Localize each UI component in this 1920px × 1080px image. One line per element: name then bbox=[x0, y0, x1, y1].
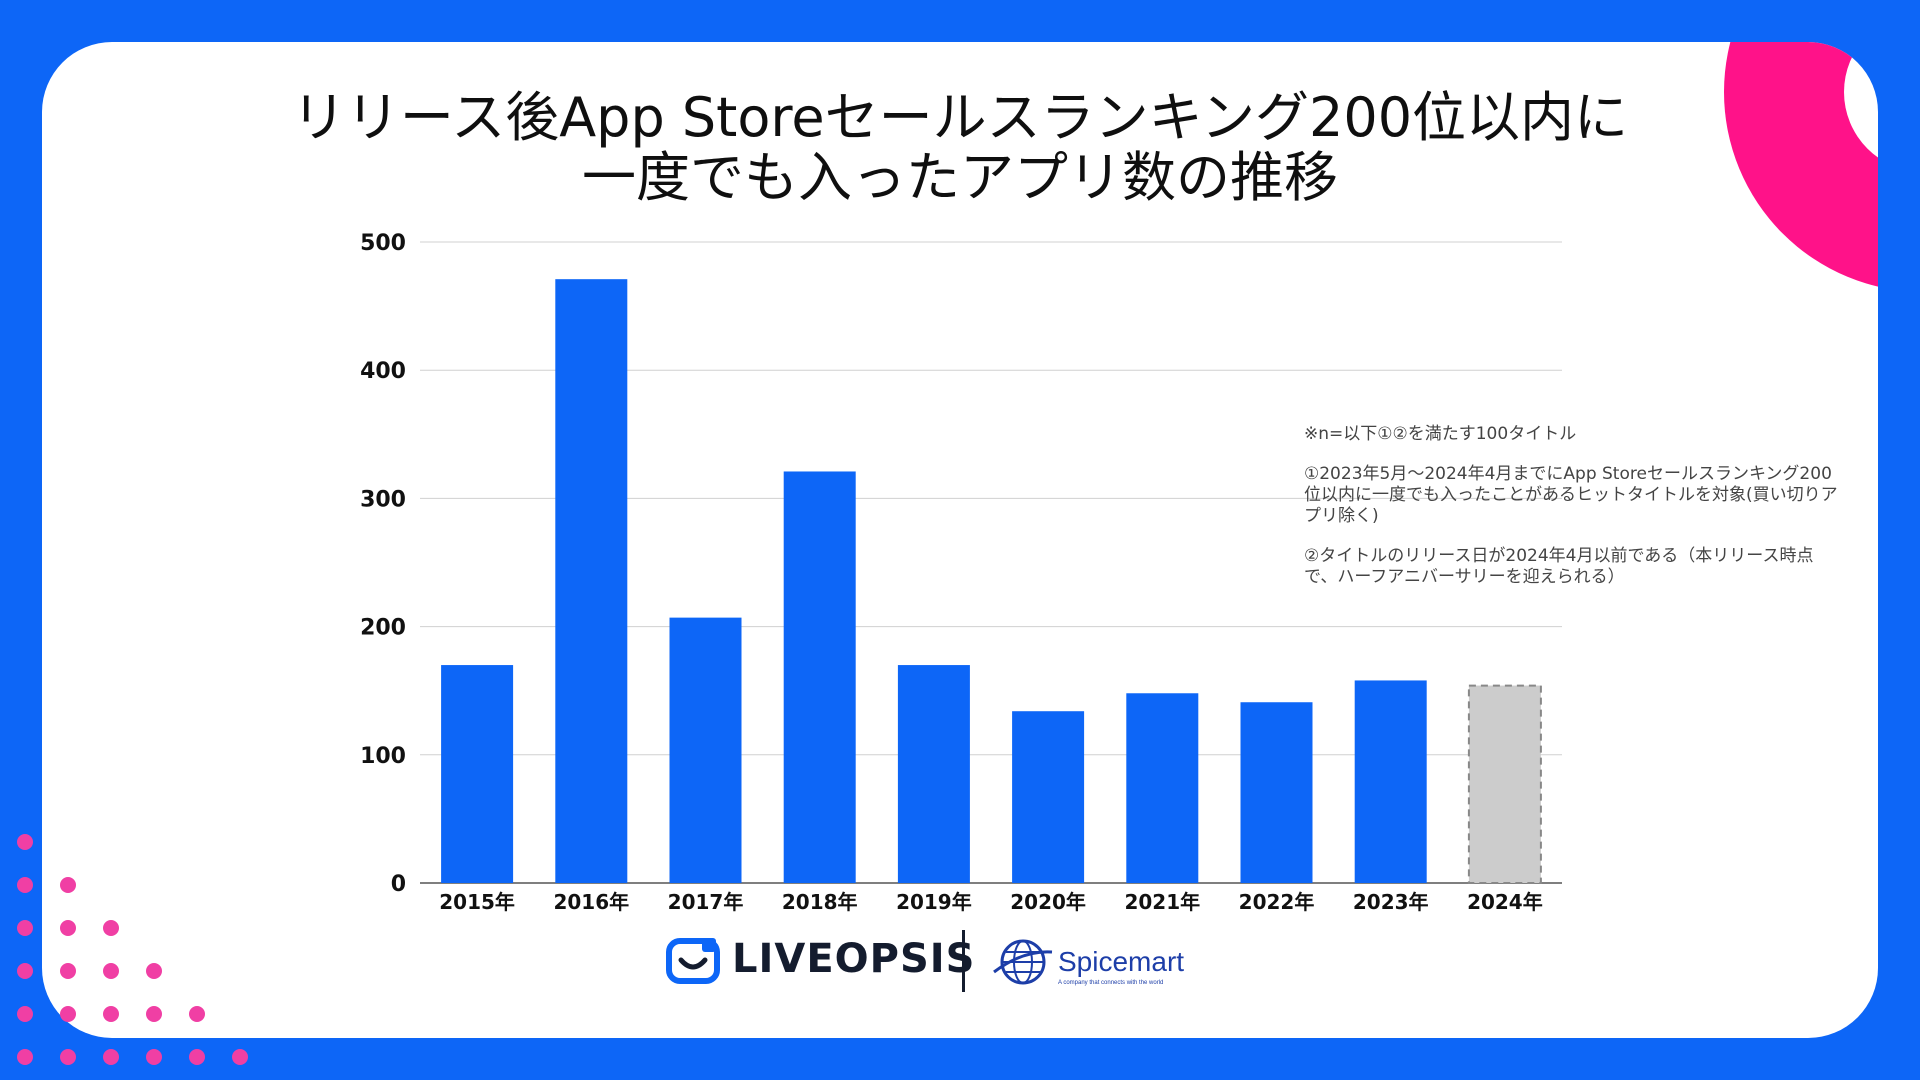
spicemart-globe-icon bbox=[993, 939, 1053, 985]
title-line-1: リリース後App Storeセールスランキング200位以内に bbox=[291, 86, 1629, 149]
decorative-dot bbox=[103, 1049, 119, 1065]
bar bbox=[555, 279, 628, 884]
decorative-dot bbox=[17, 963, 33, 979]
x-tick-label: 2023年 bbox=[1353, 890, 1429, 914]
x-tick-label: 2024年 bbox=[1467, 890, 1543, 914]
logo-strip: LIVEOPSIS Spicemart A company that conne… bbox=[666, 928, 1186, 996]
y-tick-label: 0 bbox=[391, 872, 406, 897]
y-tick-label: 300 bbox=[360, 487, 406, 512]
decorative-dot bbox=[189, 1006, 205, 1022]
title-line-2: 一度でも入ったアプリ数の推移 bbox=[582, 146, 1338, 209]
decorative-dot bbox=[103, 963, 119, 979]
liveopsis-logo-icon bbox=[666, 938, 720, 984]
x-tick-label: 2022年 bbox=[1239, 890, 1315, 914]
spicemart-tagline: A company that connects with the world bbox=[1058, 980, 1164, 986]
decorative-dot bbox=[146, 1049, 162, 1065]
decorative-dot bbox=[103, 920, 119, 936]
y-tick-label: 200 bbox=[360, 616, 406, 641]
decorative-dot bbox=[17, 1006, 33, 1022]
x-tick-label: 2018年 bbox=[782, 890, 858, 914]
bar bbox=[783, 471, 856, 883]
chart-title: リリース後App Storeセールスランキング200位以内に 一度でも入ったアプ… bbox=[120, 88, 1800, 208]
decorative-dot bbox=[232, 1049, 248, 1065]
decorative-dot bbox=[17, 1049, 33, 1065]
note-sample: ※n=以下①②を満たす100タイトル bbox=[1304, 424, 1577, 444]
x-tick-label: 2016年 bbox=[553, 890, 629, 914]
y-tick-label: 100 bbox=[360, 744, 406, 769]
decorative-dot bbox=[17, 877, 33, 893]
y-tick-label: 400 bbox=[360, 359, 406, 384]
x-tick-label: 2021年 bbox=[1124, 890, 1200, 914]
bar bbox=[1126, 693, 1199, 883]
spicemart-logo-text: Spicemart bbox=[1058, 946, 1185, 977]
bar bbox=[1354, 680, 1427, 883]
x-tick-label: 2020年 bbox=[1010, 890, 1086, 914]
y-tick-label: 500 bbox=[360, 231, 406, 256]
x-tick-label: 2015年 bbox=[439, 890, 515, 914]
bar-partial bbox=[1467, 684, 1542, 885]
logo-separator bbox=[962, 930, 965, 992]
decorative-dot bbox=[60, 1006, 76, 1022]
bar bbox=[441, 665, 514, 883]
bar bbox=[1012, 711, 1085, 883]
bar bbox=[1240, 702, 1313, 883]
decorative-dot bbox=[146, 963, 162, 979]
bar bbox=[669, 617, 742, 883]
decorative-dot bbox=[17, 920, 33, 936]
decorative-dot bbox=[146, 1006, 162, 1022]
decorative-dot bbox=[60, 877, 76, 893]
note-criterion-2: ②タイトルのリリース日が2024年4月以前である（本リリース時点で、ハーフアニバ… bbox=[1304, 546, 1814, 587]
decorative-dots bbox=[17, 834, 248, 1065]
bar bbox=[897, 665, 970, 883]
liveopsis-logo-text: LIVEOPSIS bbox=[732, 936, 976, 982]
chart-notes: ※n=以下①②を満たす100タイトル ①2023年5月〜2024年4月までにAp… bbox=[1304, 424, 1844, 607]
decorative-dot bbox=[60, 1049, 76, 1065]
decorative-dot bbox=[60, 963, 76, 979]
decorative-dot bbox=[103, 1006, 119, 1022]
x-tick-label: 2019年 bbox=[896, 890, 972, 914]
note-criterion-1: ①2023年5月〜2024年4月までにApp Storeセールスランキング200… bbox=[1304, 464, 1838, 526]
decorative-dot bbox=[60, 920, 76, 936]
decorative-dot bbox=[189, 1049, 205, 1065]
x-tick-label: 2017年 bbox=[668, 890, 744, 914]
decorative-dot bbox=[17, 834, 33, 850]
